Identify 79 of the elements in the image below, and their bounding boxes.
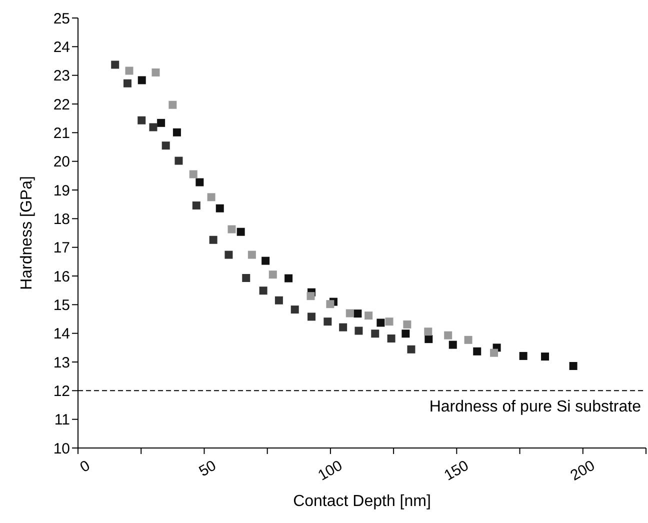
y-axis-title: Hardness [GPa]: [18, 176, 36, 290]
point: [387, 334, 396, 342]
point: [407, 345, 416, 354]
y-tick-label: 13: [53, 354, 70, 372]
y-tick-label: 25: [53, 10, 70, 28]
point: [259, 286, 268, 295]
x-tick-label: 200: [568, 457, 598, 484]
point: [152, 68, 160, 76]
point: [364, 312, 373, 320]
y-tick-label: 16: [53, 268, 70, 286]
point: [403, 320, 412, 328]
point: [123, 79, 132, 88]
point: [189, 170, 198, 178]
point: [490, 348, 498, 357]
point: [444, 331, 452, 340]
point: [354, 310, 362, 318]
point: [157, 118, 166, 127]
point: [473, 347, 482, 356]
point: [569, 362, 578, 370]
point: [168, 100, 177, 109]
point: [224, 250, 233, 259]
point: [339, 323, 348, 332]
y-tick-label: 18: [53, 210, 70, 228]
point: [268, 270, 277, 279]
x-tick-label: 50: [196, 457, 220, 480]
point: [385, 318, 394, 326]
point: [290, 306, 299, 314]
point: [196, 178, 204, 186]
point: [138, 76, 146, 84]
point: [274, 296, 283, 304]
point: [346, 309, 354, 318]
point: [111, 60, 120, 69]
y-tick-label: 12: [53, 382, 70, 400]
y-tick-label: 24: [53, 38, 70, 56]
point: [448, 340, 457, 349]
point: [424, 328, 432, 336]
point: [125, 66, 134, 75]
point: [236, 228, 245, 236]
point: [519, 352, 528, 360]
y-tick-label: 10: [53, 440, 70, 458]
y-tick-label: 23: [53, 68, 70, 85]
point: [371, 330, 380, 338]
x-tick-label: 100: [315, 457, 346, 484]
point: [402, 330, 410, 338]
ref-line-label: Hardness of pure Si substrate: [429, 398, 642, 416]
point: [248, 250, 256, 259]
point: [149, 123, 158, 132]
x-axis-title: Contact Depth [nm]: [293, 493, 431, 510]
point: [262, 256, 270, 265]
point: [207, 193, 216, 202]
y-tick-label: 14: [53, 326, 70, 343]
y-tick-label: 21: [53, 124, 70, 142]
y-tick-label: 22: [53, 96, 70, 114]
point: [138, 116, 146, 124]
point: [354, 326, 363, 335]
point: [216, 204, 224, 212]
point: [324, 318, 332, 326]
point: [464, 336, 472, 344]
point: [424, 335, 433, 344]
y-tick-label: 20: [53, 154, 70, 171]
point: [228, 225, 236, 234]
point: [162, 142, 170, 150]
point: [209, 236, 218, 244]
point: [306, 292, 315, 300]
point: [192, 201, 200, 210]
y-tick-label: 15: [53, 296, 70, 314]
point: [242, 274, 250, 282]
x-tick-label: 0: [77, 457, 93, 476]
y-tick-label: 19: [53, 182, 70, 200]
point: [308, 312, 316, 321]
point: [172, 128, 181, 136]
point: [326, 300, 334, 308]
x-tick-label: 150: [441, 457, 472, 484]
point: [284, 274, 293, 282]
point: [174, 156, 183, 165]
y-tick-label: 11: [54, 412, 70, 429]
y-tick-label: 17: [53, 240, 70, 257]
point: [376, 318, 385, 327]
point: [541, 352, 550, 361]
